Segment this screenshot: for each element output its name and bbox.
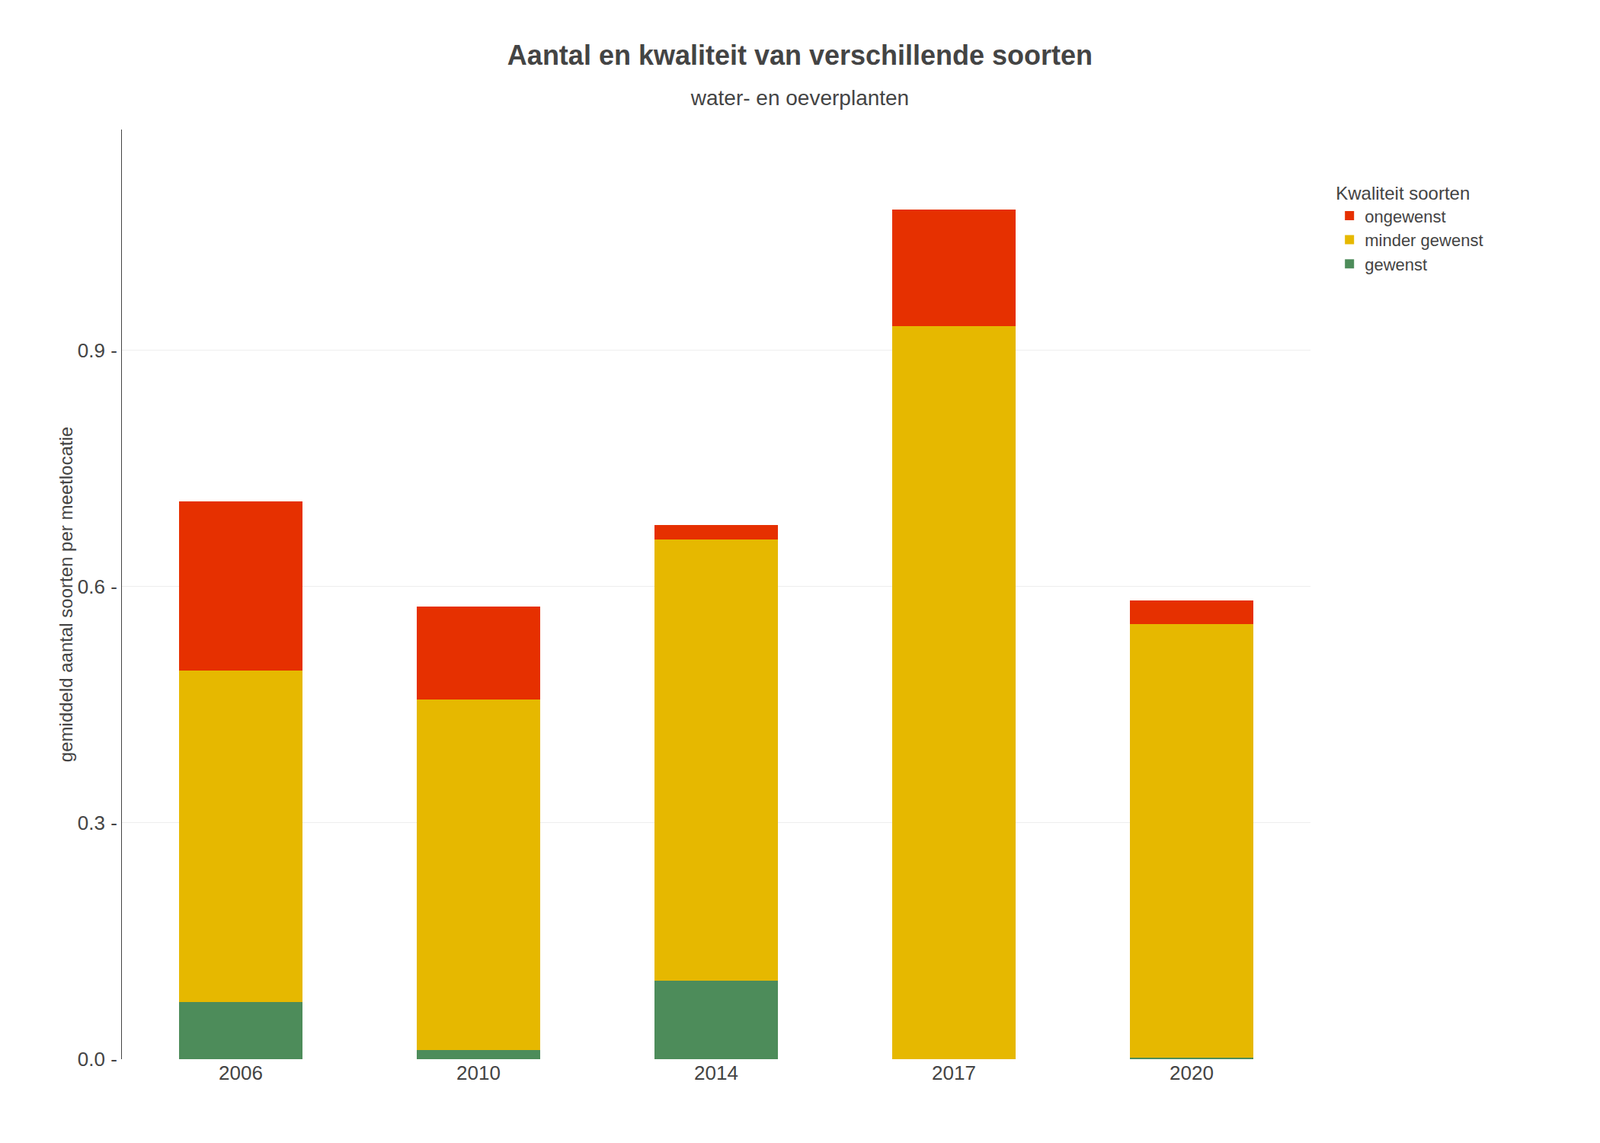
svg-text:2014: 2014: [694, 1061, 739, 1085]
svg-text:water- en oeverplanten: water- en oeverplanten: [690, 86, 909, 110]
svg-text:0.9 -: 0.9 -: [77, 339, 118, 362]
svg-text:0.6 -: 0.6 -: [77, 575, 118, 599]
svg-text:2006: 2006: [218, 1061, 263, 1085]
svg-text:2017: 2017: [931, 1061, 976, 1085]
svg-text:0.0 -: 0.0 -: [77, 1047, 118, 1071]
svg-text:0.3 -: 0.3 -: [77, 811, 118, 835]
svg-text:gemiddeld aantal soorten per m: gemiddeld aantal soorten per meetlocatie: [55, 426, 77, 762]
svg-text:Aantal en kwaliteit van versch: Aantal en kwaliteit van verschillende so…: [507, 39, 1093, 71]
svg-text:2020: 2020: [1169, 1061, 1214, 1085]
svg-text:gewenst: gewenst: [1364, 255, 1428, 275]
svg-text:minder gewenst: minder gewenst: [1364, 230, 1483, 250]
svg-text:ongewenst: ongewenst: [1364, 207, 1446, 227]
svg-text:Kwaliteit soorten: Kwaliteit soorten: [1335, 182, 1470, 204]
svg-text:2010: 2010: [456, 1061, 501, 1085]
